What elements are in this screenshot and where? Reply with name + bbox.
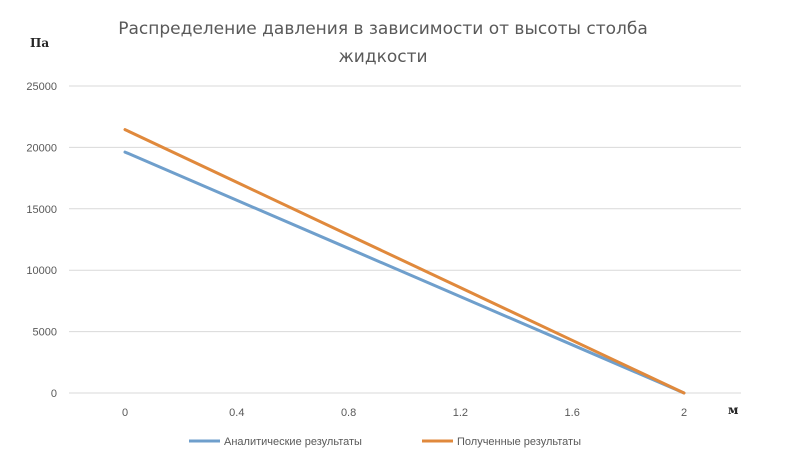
x-tick-label: 1.2 xyxy=(453,407,468,419)
x-tick-label: 0.8 xyxy=(341,407,356,419)
x-tick-label: 2 xyxy=(681,407,687,419)
y-tick-label: 15000 xyxy=(26,204,57,216)
legend-label-2: Полученные результаты xyxy=(457,436,581,448)
chart-title-line-1: Распределение давления в зависимости от … xyxy=(118,19,648,39)
y-tick-label: 10000 xyxy=(26,265,57,277)
series-line-1 xyxy=(123,150,686,395)
x-axis-unit-label: м xyxy=(728,403,739,417)
y-tick-label: 25000 xyxy=(26,81,57,93)
chart-title-line-2: жидкости xyxy=(338,47,427,67)
x-tick-label: 1.6 xyxy=(565,407,580,419)
y-tick-labels: 0 5000 10000 15000 20000 25000 xyxy=(26,81,57,400)
legend-label-1: Аналитические результаты xyxy=(224,436,362,448)
y-axis-unit-label: Па xyxy=(30,36,49,50)
series-layer xyxy=(123,128,686,395)
x-tick-labels: 0 0.4 0.8 1.2 1.6 2 xyxy=(122,407,687,419)
grid-layer xyxy=(69,85,741,394)
legend: Аналитические результаты Полученные резул… xyxy=(189,436,581,448)
series-line-2 xyxy=(123,128,686,395)
y-tick-label: 0 xyxy=(51,388,57,400)
y-tick-label: 20000 xyxy=(26,142,57,154)
x-tick-label: 0 xyxy=(122,407,128,419)
x-tick-label: 0.4 xyxy=(229,407,244,419)
y-tick-label: 5000 xyxy=(33,327,57,339)
